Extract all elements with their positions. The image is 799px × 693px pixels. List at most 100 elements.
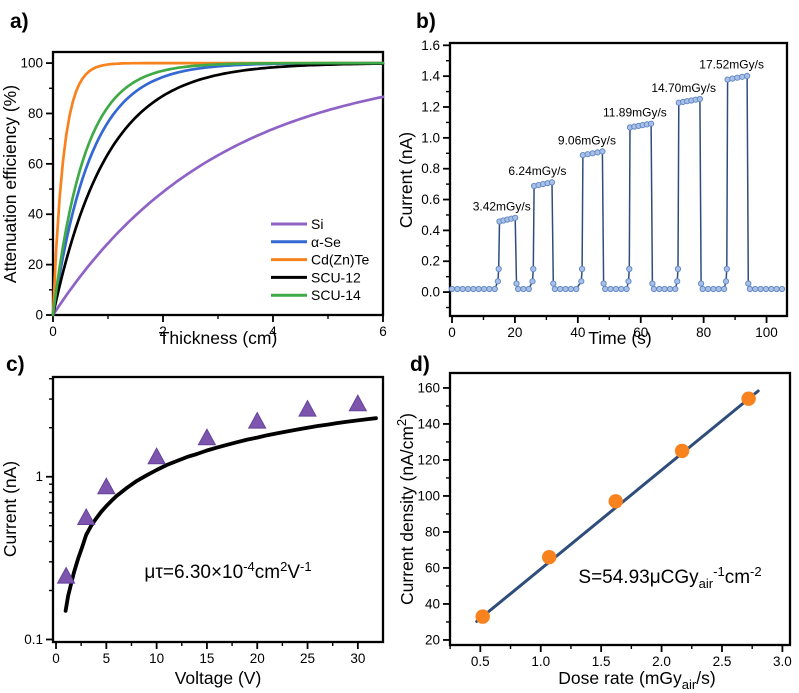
- panel-letter: b): [416, 10, 436, 33]
- data-marker: [475, 285, 482, 293]
- data-marker: [551, 285, 559, 293]
- data-marker: [672, 285, 679, 293]
- y-tick-label: 100: [20, 56, 43, 71]
- data-marker: [525, 285, 532, 293]
- data-marker: [589, 150, 596, 157]
- data-marker: [470, 285, 477, 293]
- y-tick-label: 1.4: [421, 69, 440, 84]
- data-marker: [494, 278, 502, 285]
- data-marker: [626, 265, 633, 273]
- dose-rate-label: 17.52mGy/s: [699, 58, 764, 72]
- y-tick-label: 40: [28, 207, 43, 222]
- data-marker: [674, 278, 681, 285]
- data-marker: [729, 75, 736, 82]
- x-tick-label: 100: [755, 325, 778, 340]
- legend-label: SCU-14: [311, 287, 361, 303]
- series-line-SCU-12: [51, 62, 385, 317]
- data-marker: [768, 285, 775, 293]
- data-marker: [757, 285, 764, 293]
- x-tick-label: 60: [633, 325, 648, 340]
- data-marker: [661, 285, 668, 293]
- x-axis-title: Dose rate (mGyair/s): [558, 668, 715, 692]
- triangle-marker: [76, 507, 96, 525]
- panel-b: 0 20 40 60 80 100 0.0 0.2 0.4 0.6 0.8 1.0 1.2 1.4 1.6 3…: [396, 38, 789, 348]
- legend-label: α-Se: [311, 234, 341, 250]
- x-tick-label: 40: [570, 325, 585, 340]
- x-tick-label: 2.5: [713, 654, 732, 669]
- x-tick-label: 1.0: [531, 654, 550, 669]
- data-point: [542, 550, 557, 565]
- triangle-marker: [247, 411, 267, 429]
- y-tick-label: 0.6: [421, 192, 440, 207]
- y-tick-label: 0.1: [24, 632, 43, 647]
- triangle-marker: [147, 447, 166, 465]
- data-marker: [647, 120, 655, 127]
- x-tick-label: 3.0: [773, 654, 792, 669]
- data-marker: [696, 95, 704, 103]
- x-tick-label: 10: [149, 651, 164, 666]
- data-marker: [618, 285, 625, 293]
- data-marker: [562, 285, 569, 293]
- data-marker: [743, 72, 751, 80]
- y-axis-title: Current density (nA/cm2): [394, 413, 417, 605]
- data-marker: [465, 285, 472, 293]
- y-tick-label: 120: [417, 452, 440, 467]
- y-tick-label: 60: [28, 156, 43, 171]
- data-point: [475, 609, 490, 624]
- data-marker: [599, 148, 606, 155]
- panel-letter: c): [6, 353, 25, 376]
- data-marker: [513, 280, 520, 287]
- data-marker: [778, 285, 786, 293]
- data-marker: [520, 285, 527, 293]
- data-marker: [481, 285, 488, 293]
- y-tick-label: 0.8: [421, 161, 440, 176]
- data-marker: [512, 214, 519, 221]
- x-tick-label: 2: [159, 324, 167, 339]
- y-tick-label: 100: [417, 488, 440, 503]
- data-marker: [649, 280, 656, 287]
- data-marker: [734, 74, 741, 81]
- y-tick-label: 1.6: [421, 38, 440, 53]
- y-tick-label: 1.2: [421, 100, 440, 115]
- triangle-marker: [348, 394, 368, 412]
- data-marker: [602, 285, 609, 293]
- dose-rate-label: 6.24mGy/s: [508, 164, 566, 178]
- x-tick-label: 2.0: [652, 654, 671, 669]
- axis-frame: [448, 371, 792, 647]
- y-tick-label: 40: [425, 596, 440, 611]
- dose-rate-label: 9.06mGy/s: [558, 133, 616, 147]
- triangle-marker: [298, 399, 317, 417]
- y-tick-label: 0.2: [421, 254, 440, 269]
- sensitivity-annotation: S=54.93μCGyair-1cm-2: [578, 564, 761, 591]
- data-marker: [584, 151, 591, 158]
- data-marker: [529, 278, 536, 285]
- legend-label: SCU-12: [311, 269, 361, 285]
- x-axis-title: Time (s): [588, 328, 652, 348]
- data-marker: [699, 285, 706, 293]
- dose-rate-label: 3.42mGy/s: [473, 200, 531, 214]
- y-tick-label: 0.0: [421, 285, 440, 300]
- triangle-marker: [197, 428, 217, 446]
- data-marker: [548, 179, 556, 186]
- data-point: [608, 494, 623, 509]
- dose-rate-label: 14.70mGy/s: [651, 81, 716, 95]
- x-tick-label: 0: [448, 325, 456, 340]
- y-axis-title: Current (nA): [0, 461, 20, 557]
- data-marker: [573, 285, 580, 293]
- y-tick-label: 160: [417, 380, 440, 395]
- data-marker: [710, 285, 717, 293]
- x-tick-label: 4: [269, 324, 277, 339]
- data-marker: [674, 265, 682, 273]
- data-marker: [557, 285, 564, 293]
- series-line-SCU-14: [51, 61, 385, 317]
- data-marker: [486, 285, 493, 293]
- data-marker: [491, 285, 498, 293]
- y-tick-label: 140: [417, 416, 440, 431]
- y-tick-label: 1.0: [421, 130, 440, 145]
- y-tick-label: 80: [425, 524, 440, 539]
- axis-frame: [51, 375, 385, 644]
- x-axis-title: Thickness (cm): [159, 328, 278, 348]
- panel-letter: d): [410, 353, 430, 376]
- data-marker: [720, 285, 728, 293]
